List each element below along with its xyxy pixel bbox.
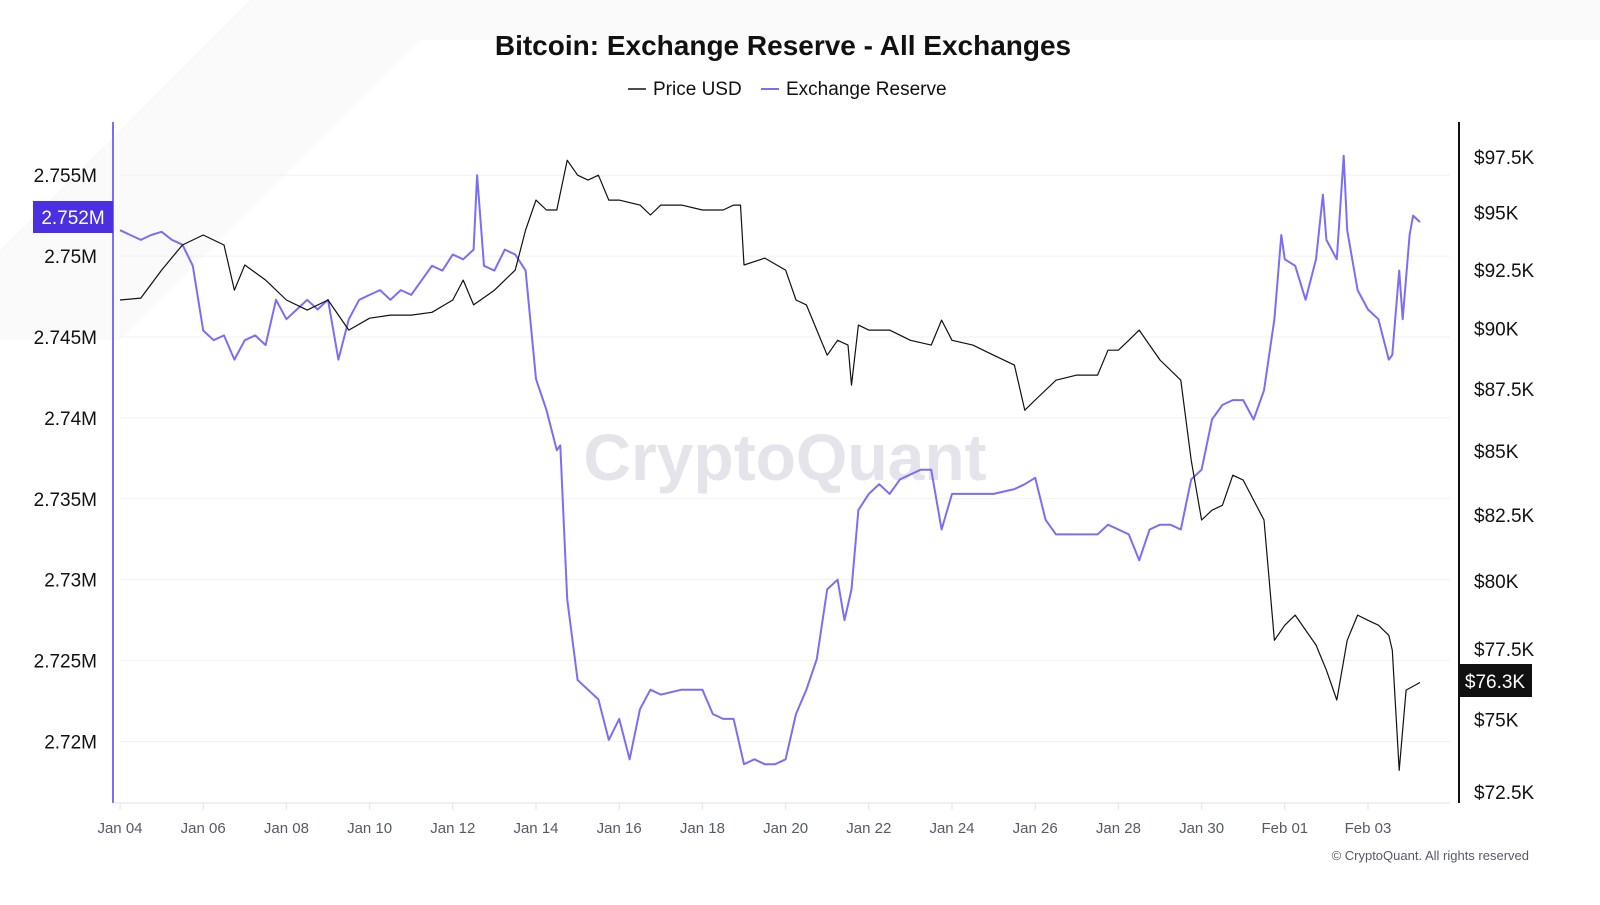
x-tick-label: Jan 06	[181, 820, 226, 837]
right-tick-label: $82.5K	[1474, 506, 1535, 527]
price-current-badge: $76.3K	[1459, 664, 1532, 697]
right-tick-label: $92.5K	[1474, 261, 1535, 282]
chart-title: Bitcoin: Exchange Reserve - All Exchange…	[495, 30, 1071, 61]
series-line-price-usd	[119, 159, 1421, 771]
left-tick-label: 2.735M	[34, 490, 97, 511]
right-axis-ticks: $72.5K $75K $77.5K $80K $82.5K $85K $87.5K $90K…	[1474, 148, 1535, 804]
series-line-exchange-reserve	[119, 154, 1421, 766]
left-axis-ticks: 2.72M 2.725M 2.73M 2.735M 2.74M 2.745M 2.75M 2.…	[34, 166, 97, 753]
right-tick-label: $75K	[1474, 710, 1519, 731]
x-tick-label: Jan 12	[430, 820, 475, 837]
left-tick-label: 2.73M	[44, 571, 97, 592]
left-tick-label: 2.75M	[44, 247, 97, 268]
legend-item-reserve[interactable]: Exchange Reserve	[761, 79, 947, 100]
right-tick-label: $95K	[1474, 204, 1519, 225]
x-tick-label: Jan 04	[97, 820, 142, 837]
x-tick-label: Feb 03	[1345, 820, 1392, 837]
watermark-logo: CryptoQuant	[583, 420, 986, 494]
x-tick-label: Jan 24	[929, 820, 974, 837]
right-tick-label: $77.5K	[1474, 640, 1535, 661]
x-tick-label: Jan 26	[1013, 820, 1058, 837]
x-tick-label: Jan 30	[1179, 820, 1224, 837]
right-tick-label: $80K	[1474, 572, 1519, 593]
right-tick-label: $97.5K	[1474, 148, 1535, 169]
x-tick-label: Jan 28	[1096, 820, 1141, 837]
x-tick-label: Jan 10	[347, 820, 392, 837]
x-tick-label: Jan 18	[680, 820, 725, 837]
left-tick-label: 2.745M	[34, 328, 97, 349]
x-tick-label: Jan 14	[513, 820, 558, 837]
left-tick-label: 2.72M	[44, 733, 97, 754]
reserve-current-value: 2.752M	[41, 208, 104, 229]
right-tick-label: $85K	[1474, 442, 1519, 463]
x-tick-label: Jan 16	[597, 820, 642, 837]
legend-label-reserve: Exchange Reserve	[786, 79, 947, 100]
background-bands	[0, 0, 1600, 340]
x-tick-label: Jan 22	[846, 820, 891, 837]
right-tick-label: $87.5K	[1474, 380, 1535, 401]
right-tick-label: $90K	[1474, 320, 1519, 341]
left-tick-label: 2.74M	[44, 409, 97, 430]
legend: Price USD Exchange Reserve	[628, 79, 947, 100]
legend-item-price[interactable]: Price USD	[628, 79, 742, 100]
right-tick-label: $72.5K	[1474, 783, 1535, 804]
x-tick-label: Jan 08	[264, 820, 309, 837]
legend-label-price: Price USD	[653, 79, 742, 100]
left-tick-label: 2.755M	[34, 166, 97, 187]
reserve-current-badge: 2.752M	[33, 201, 113, 233]
x-axis-ticks: Jan 04 Jan 06 Jan 08 Jan 10 Jan 12 Jan 14 Jan …	[97, 803, 1391, 837]
price-current-value: $76.3K	[1465, 672, 1526, 693]
left-tick-label: 2.725M	[34, 652, 97, 673]
x-tick-label: Feb 01	[1261, 820, 1308, 837]
gridlines	[120, 174, 1450, 743]
copyright-footer: © CryptoQuant. All rights reserved	[1332, 848, 1529, 863]
x-tick-label: Jan 20	[763, 820, 808, 837]
